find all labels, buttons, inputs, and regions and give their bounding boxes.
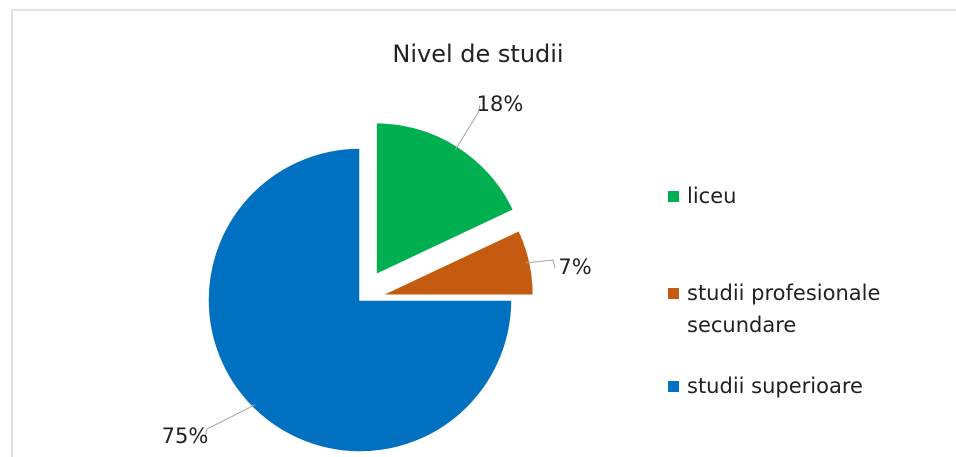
leader-line <box>204 404 256 438</box>
leader-line <box>454 104 481 150</box>
chart-title: Nivel de studii <box>392 40 563 68</box>
legend-item: liceu <box>668 180 938 212</box>
data-label: 18% <box>477 92 524 116</box>
legend-label: studii profesionale secundare <box>687 281 881 337</box>
legend-swatch <box>668 191 679 202</box>
legend-swatch <box>668 288 679 299</box>
data-label: 75% <box>162 424 209 448</box>
legend-item: studii superioare <box>668 370 938 402</box>
chart-border <box>11 9 956 457</box>
legend-label: studii superioare <box>687 374 863 398</box>
legend-label: liceu <box>687 184 737 208</box>
legend-item: studii profesionale secundare <box>668 277 938 341</box>
pie-slice <box>207 147 513 453</box>
legend-swatch <box>668 381 679 392</box>
data-label: 7% <box>558 255 591 279</box>
leader-line <box>525 259 556 269</box>
